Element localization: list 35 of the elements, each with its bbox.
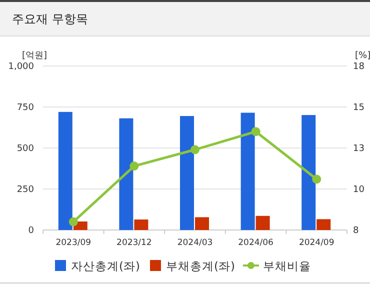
y-tick-label: 500 — [16, 144, 34, 154]
point — [68, 217, 78, 226]
bar — [240, 112, 255, 230]
y-tick-label: 1,000 — [8, 62, 34, 72]
bar — [119, 118, 134, 230]
legend-label: 자산총계(좌) — [71, 259, 140, 273]
x-tick-label: 2023/09 — [56, 238, 92, 248]
y-axis-title: [억원] — [22, 51, 48, 61]
y2-tick-label: 15 — [353, 103, 364, 113]
chart-title: 주요재 무항목 — [12, 12, 88, 26]
y2-tick-label: 13 — [353, 144, 364, 154]
bar — [58, 112, 72, 230]
bar — [195, 217, 209, 230]
x-tick-label: 2023/12 — [116, 238, 152, 248]
legend-label: 부채총계(좌) — [166, 259, 235, 273]
y2-tick-label: 8 — [353, 226, 359, 236]
y-tick-label: 0 — [28, 226, 34, 236]
y2-tick-label: 18 — [353, 62, 365, 72]
legend-label: 부채비율 — [262, 259, 311, 273]
bar — [302, 115, 316, 230]
x-tick-label: 2024/03 — [177, 238, 213, 248]
bar — [134, 220, 148, 230]
y-tick-label: 250 — [16, 185, 34, 195]
y2-tick-label: 10 — [353, 185, 365, 195]
x-tick-label: 2024/09 — [298, 238, 334, 248]
bar — [316, 219, 331, 230]
bar — [256, 216, 270, 230]
point — [312, 174, 322, 184]
point — [251, 127, 260, 136]
point — [190, 145, 200, 154]
bar — [180, 116, 194, 230]
point — [130, 162, 139, 171]
y-tick-label: 750 — [16, 103, 34, 113]
x-tick-label: 2024/06 — [238, 238, 274, 248]
y2-axis-title: [%] — [355, 51, 370, 61]
